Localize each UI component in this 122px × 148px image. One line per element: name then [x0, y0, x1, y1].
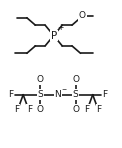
Text: F: F: [8, 90, 13, 99]
Text: O: O: [72, 75, 79, 84]
Text: +: +: [57, 23, 63, 32]
Text: F: F: [96, 105, 101, 114]
Text: S: S: [37, 90, 43, 99]
Text: −: −: [61, 87, 66, 92]
Text: F: F: [27, 105, 32, 114]
Text: S: S: [73, 90, 79, 99]
Text: F: F: [102, 90, 108, 99]
Text: O: O: [79, 11, 86, 20]
Text: F: F: [84, 105, 89, 114]
Text: N: N: [55, 90, 61, 99]
Text: O: O: [72, 105, 79, 114]
Text: O: O: [37, 75, 44, 84]
Text: O: O: [37, 105, 44, 114]
Text: P: P: [51, 30, 57, 41]
Text: F: F: [15, 105, 20, 114]
